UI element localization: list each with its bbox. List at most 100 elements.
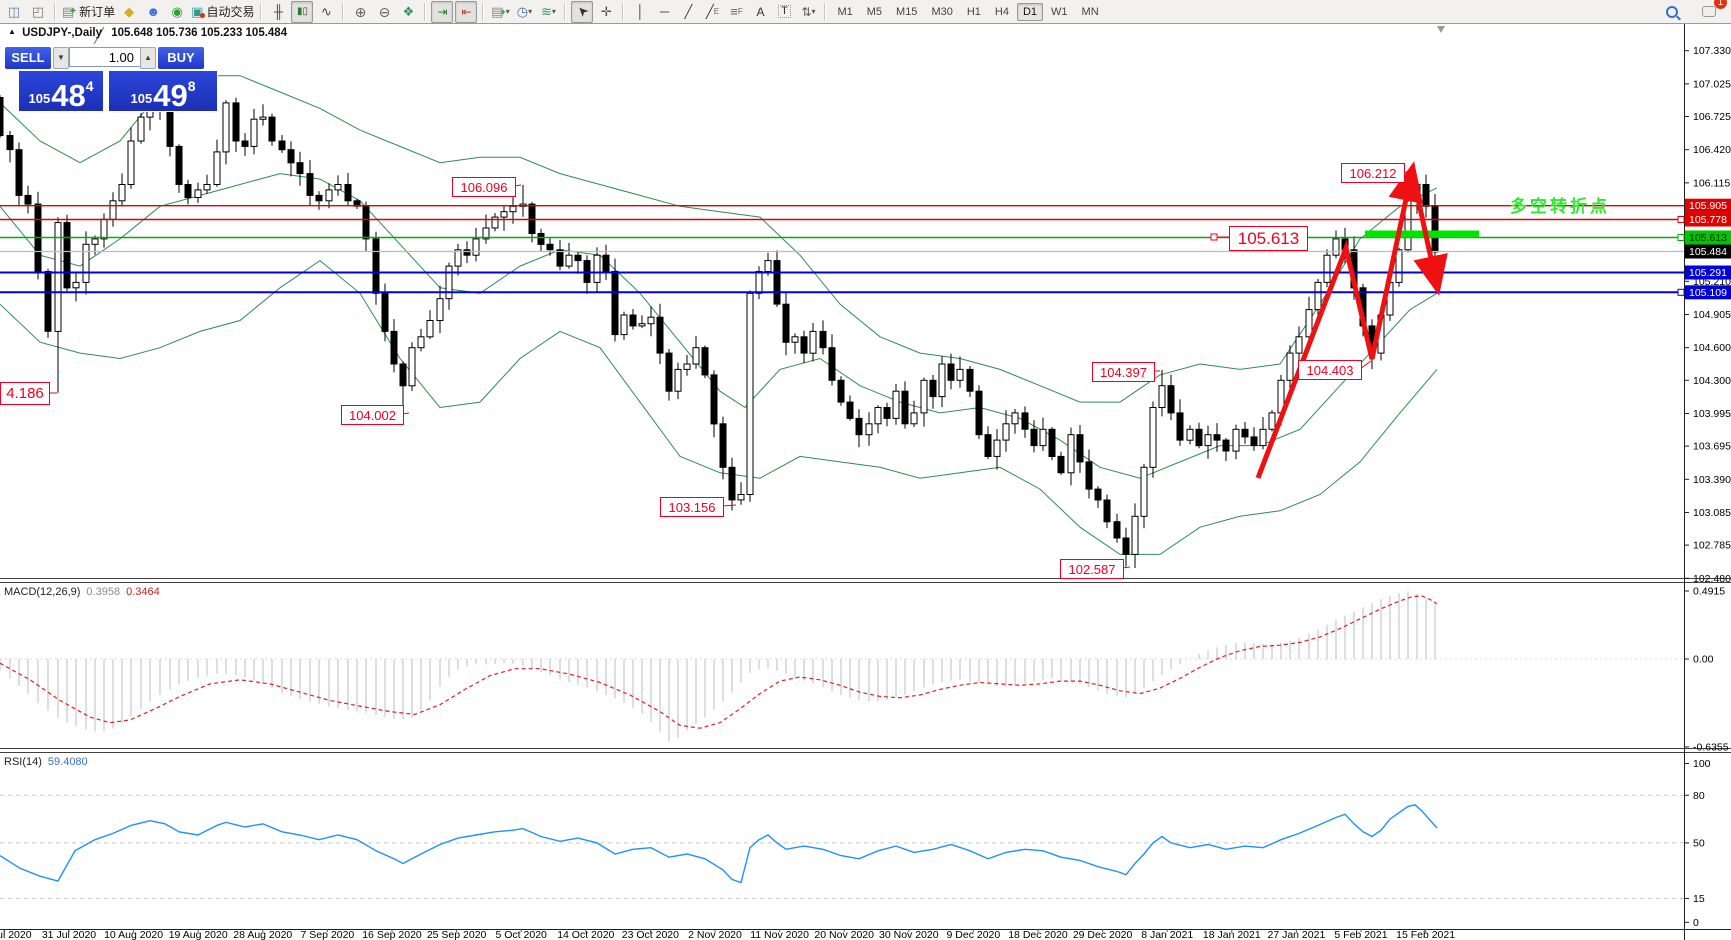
price-callout-label[interactable]: 104.397 [1092,362,1155,382]
zoom-in-icon[interactable]: ⊕ [354,3,367,20]
price-callout-label[interactable]: 106.096 [452,177,516,197]
date-label: 16 Sep 2020 [362,929,422,940]
price-badge [1685,198,1731,213]
vertical-line-icon[interactable]: │ [636,4,645,19]
price-callout-label[interactable]: 103.156 [660,497,724,517]
green-level-bar[interactable] [1365,230,1479,238]
rsi-pane-header: RSI(14) 59.4080 [4,756,88,768]
one-click-trading-panel: SELL ▼ 1.00 ▲ BUY 105 48 4 105 49 8 [0,45,222,113]
arrows-icon[interactable]: ⇅ ▾ [801,4,816,19]
gold-icon[interactable]: ◆ [124,4,135,19]
price-badge-label: 105.613 [1689,232,1727,244]
trendline-icon[interactable]: ╱ [684,4,693,19]
chart-shift-icon[interactable]: ⇤ [455,0,478,23]
date-label: 18 Dec 2020 [1008,929,1068,940]
price-badge-label: 105.905 [1689,200,1727,212]
rsi-line [0,804,1438,884]
price-callout-label[interactable]: 102.587 [1060,559,1124,579]
chart-annotation-text[interactable]: 多空转折点 [1510,197,1610,216]
sell-button[interactable]: SELL [4,46,52,70]
timeframe-button-m30[interactable]: M30 [931,5,953,18]
rsi-value: 59.4080 [47,756,88,768]
band-tip [93,26,105,45]
horizontal-line-icon[interactable]: ─ [659,4,670,19]
autotrading-button[interactable]: ▣ 自动交易 [190,1,255,23]
timeframe-button-m15[interactable]: M15 [896,5,918,18]
price-callout-label[interactable]: 104.002 [341,405,404,425]
notification-badge: 1 [1714,0,1727,9]
timeframe-button-d1[interactable]: D1 [1016,2,1044,21]
signals-icon[interactable]: ◉ [171,4,183,19]
volume-input[interactable]: 1.00 [69,47,141,67]
bar-chart-icon[interactable]: ╫ [273,4,284,19]
date-label: 14 Oct 2020 [557,929,614,940]
period-clock-icon[interactable]: ◷ ▾ [516,4,533,19]
date-label: 25 Sep 2020 [427,929,487,940]
price-badge [1685,265,1731,280]
new-template-icon[interactable]: ▤ + ▾ [491,4,510,19]
line-handle[interactable] [1677,288,1685,296]
timeframe-bar: M1 M5 M15 M30 H1 H4 D1 W1 MN [830,1,1105,23]
chart-shift-marker[interactable] [1437,26,1445,33]
timeframe-button-h4[interactable]: H4 [994,5,1009,18]
label-handle[interactable] [1210,233,1218,241]
community-icon[interactable]: ☻ [146,4,160,19]
line-handle[interactable] [1677,234,1685,241]
pane-separator[interactable] [0,582,1731,583]
timeframe-button-mn[interactable]: MN [1081,5,1099,18]
timeframe-button-m1[interactable]: M1 [837,5,853,18]
line-chart-icon[interactable]: ∿ [321,4,332,19]
date-label: 20 Nov 2020 [814,929,874,940]
buy-price-main: 49 [153,78,188,113]
ohlc-readout: 105.648 105.736 105.233 105.484 [111,27,288,39]
label-icon[interactable]: T [773,1,795,23]
timeframe-button-h1[interactable]: H1 [966,5,981,18]
sell-price-box[interactable]: 105 48 4 [18,70,104,112]
zigzag-arrow-down[interactable] [1409,170,1448,296]
price-tick-label: 103.390 [1693,474,1731,486]
price-tick-label: 103.695 [1693,441,1731,453]
macd-label: MACD(12,26,9) [4,586,81,598]
price-callout-label[interactable]: 104.403 [1298,360,1362,380]
tile-windows-icon[interactable]: ❖ [402,4,415,19]
chart-window-icon[interactable]: ◫ [7,4,21,19]
date-label: 7 Sep 2020 [301,929,355,940]
date-label: 19 Aug 2020 [169,929,228,940]
profiles-icon[interactable]: ◰ [31,4,45,19]
volume-down-button[interactable]: ▼ [53,47,69,69]
rsi-axis-label: 100 [1693,758,1711,770]
price-callout-label[interactable]: 106.212 [1341,163,1405,183]
channel-icon[interactable]: ╱ E [705,4,720,19]
price-badge-label: 105.109 [1689,287,1727,299]
indicators-icon[interactable]: ≋ ▾ [541,4,556,19]
auto-scroll-icon[interactable]: ⇥ [431,0,454,23]
text-icon[interactable]: A [756,4,765,19]
crosshair-icon[interactable]: ✛ [601,4,612,19]
date-label: 30 Nov 2020 [879,929,939,940]
timeframe-button-w1[interactable]: W1 [1051,5,1068,18]
search-icon[interactable] [1661,1,1683,23]
sell-price-prefix: 105 [28,91,51,106]
zoom-out-icon[interactable]: ⊖ [378,3,391,20]
buy-button[interactable]: BUY [157,46,205,70]
price-callout-label[interactable]: 4.186 [0,382,50,405]
timeframe-button-m5[interactable]: M5 [866,5,883,18]
pane-separator[interactable] [0,748,1731,749]
fibonacci-icon[interactable]: ≡ F [730,4,743,19]
price-callout-label[interactable]: 105.613 [1229,226,1308,251]
zigzag-arrow-up[interactable] [1255,161,1423,479]
chat-icon[interactable]: 1 [1698,0,1727,23]
pane-separator[interactable] [0,752,1731,753]
volume-up-button[interactable]: ▲ [140,47,156,69]
line-handle[interactable] [1677,216,1685,223]
rsi-label: RSI(14) [4,756,42,768]
macd-axis-label: 0.4915 [1693,585,1725,597]
buy-price-box[interactable]: 105 49 8 [108,70,218,112]
pane-separator[interactable] [0,578,1731,579]
date-label: 31 Jul 2020 [42,929,96,940]
new-order-button[interactable]: ▤ + 新订单 [62,4,116,19]
date-label: 23 Oct 2020 [622,929,679,940]
candlestick-chart-icon[interactable]: ▮▯ [291,0,314,23]
cursor-icon[interactable]: ➤ [571,0,594,23]
